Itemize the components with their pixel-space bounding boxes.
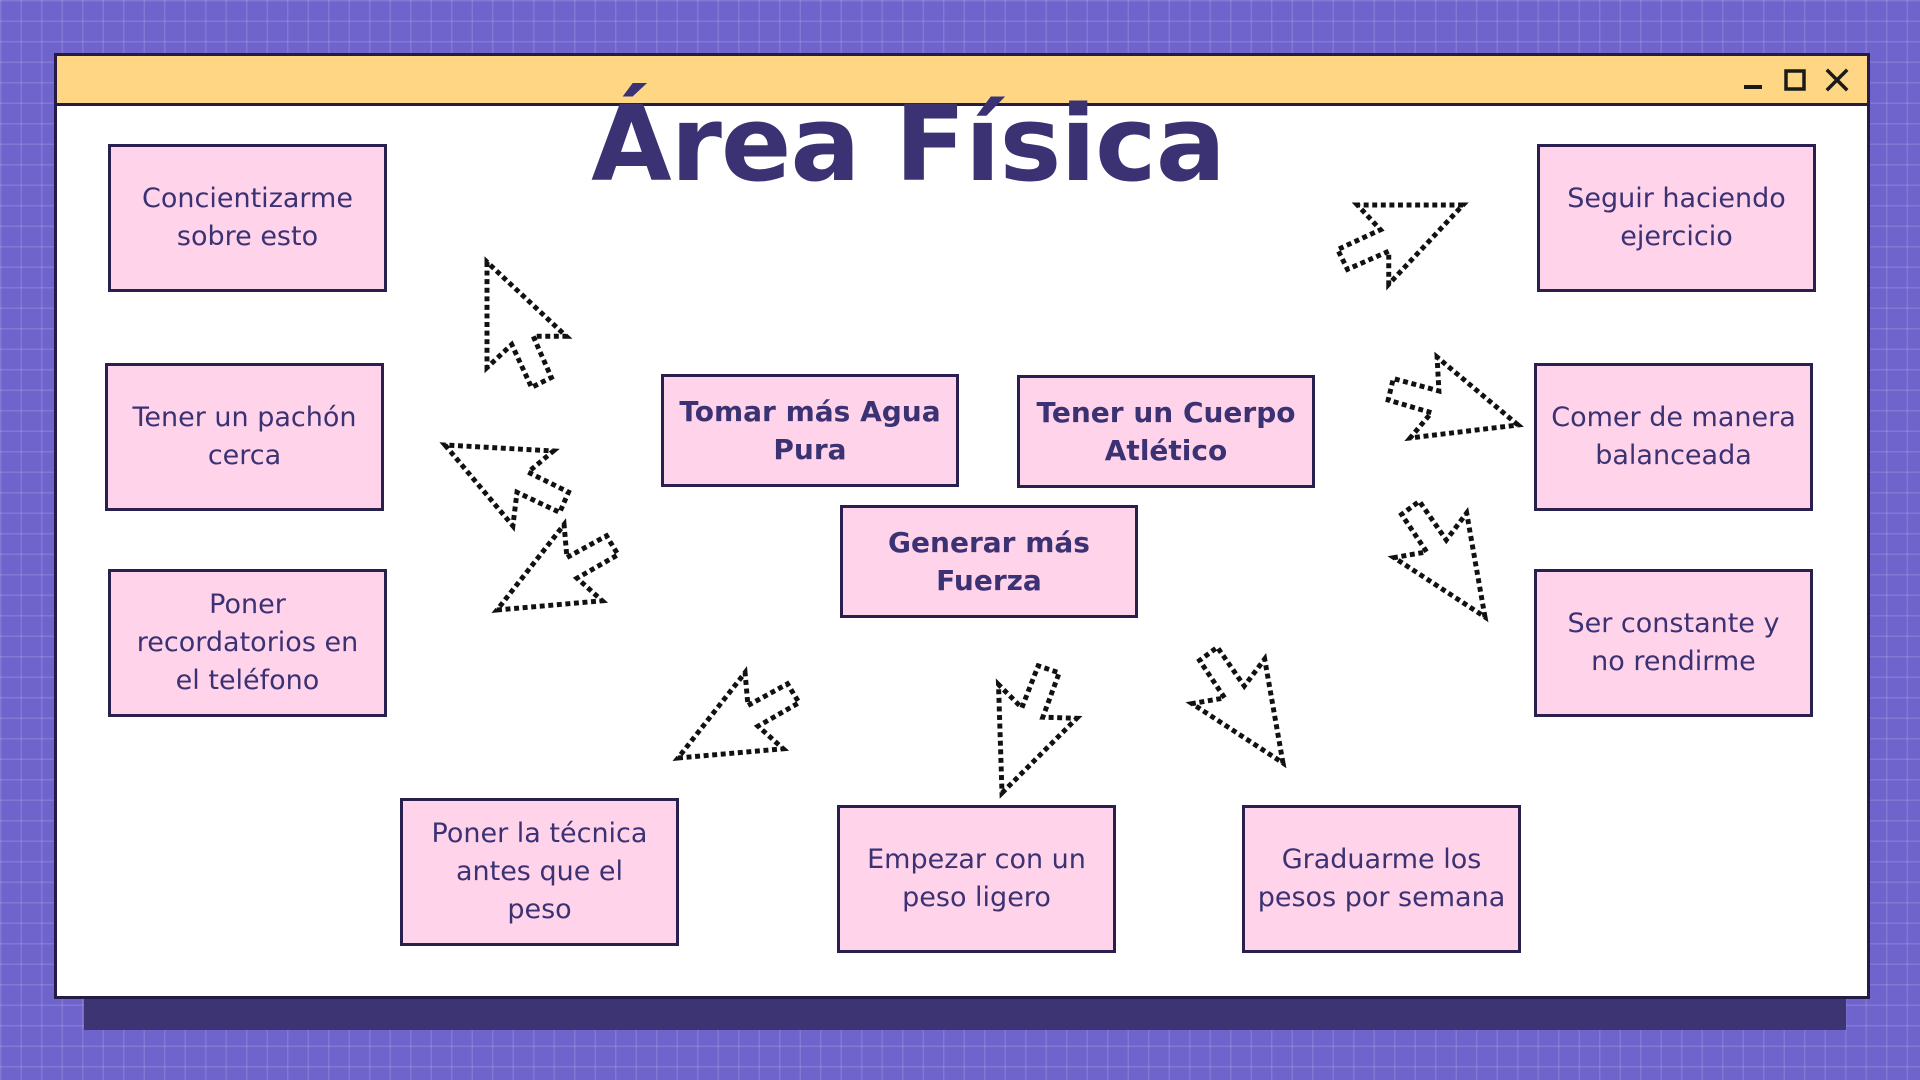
- pixel-arrow-cursor-icon: [491, 518, 622, 613]
- pixel-arrow-cursor-icon: [484, 256, 573, 391]
- title-bar: [57, 56, 1867, 106]
- maximize-icon[interactable]: [1780, 65, 1810, 95]
- action-box-graduarme[interactable]: Graduarme los pesos por semana: [1242, 805, 1521, 953]
- pixel-arrow-cursor-icon: [995, 662, 1083, 799]
- action-label: Empezar con un peso ligero: [867, 844, 1086, 913]
- action-label: Comer de manera balanceada: [1551, 402, 1796, 471]
- goal-label: Tomar más Agua Pura: [679, 394, 941, 466]
- action-box-pachon[interactable]: Tener un pachón cerca: [105, 363, 384, 511]
- action-label: Graduarme los pesos por semana: [1257, 844, 1506, 913]
- pixel-arrow-cursor-icon: [672, 666, 803, 761]
- action-label: Poner recordatorios en el teléfono: [136, 589, 359, 696]
- pixel-arrow-cursor-icon: [1185, 643, 1287, 769]
- action-box-peso-ligero[interactable]: Empezar con un peso ligero: [837, 805, 1116, 953]
- pixel-arrow-cursor-icon: [1334, 202, 1469, 291]
- goal-box-fuerza[interactable]: Generar más Fuerza: [840, 505, 1138, 618]
- action-label: Poner la técnica antes que el peso: [431, 818, 648, 925]
- pixel-arrow-cursor-icon: [1387, 497, 1489, 623]
- goal-label: Generar más Fuerza: [888, 525, 1090, 597]
- goal-box-cuerpo[interactable]: Tener un Cuerpo Atlético: [1017, 375, 1315, 488]
- action-box-ejercicio[interactable]: Seguir haciendo ejercicio: [1537, 144, 1816, 292]
- pixel-arrow-cursor-icon: [1385, 351, 1524, 442]
- goal-label: Tener un Cuerpo Atlético: [1036, 395, 1296, 467]
- page-title: Área Física: [591, 83, 1226, 205]
- action-label: Ser constante y no rendirme: [1567, 608, 1780, 677]
- pixel-arrow-cursor-icon: [439, 442, 572, 532]
- action-box-concientizarme[interactable]: Concientizarme sobre esto: [108, 144, 387, 292]
- action-box-tecnica[interactable]: Poner la técnica antes que el peso: [400, 798, 679, 946]
- minimize-icon[interactable]: [1738, 65, 1768, 95]
- goal-box-agua[interactable]: Tomar más Agua Pura: [661, 374, 959, 487]
- action-label: Concientizarme sobre esto: [142, 183, 353, 252]
- action-label: Seguir haciendo ejercicio: [1567, 183, 1786, 252]
- action-box-constante[interactable]: Ser constante y no rendirme: [1534, 569, 1813, 717]
- action-box-balanceada[interactable]: Comer de manera balanceada: [1534, 363, 1813, 511]
- action-box-recordatorios[interactable]: Poner recordatorios en el teléfono: [108, 569, 387, 717]
- close-icon[interactable]: [1822, 65, 1852, 95]
- action-label: Tener un pachón cerca: [132, 402, 357, 471]
